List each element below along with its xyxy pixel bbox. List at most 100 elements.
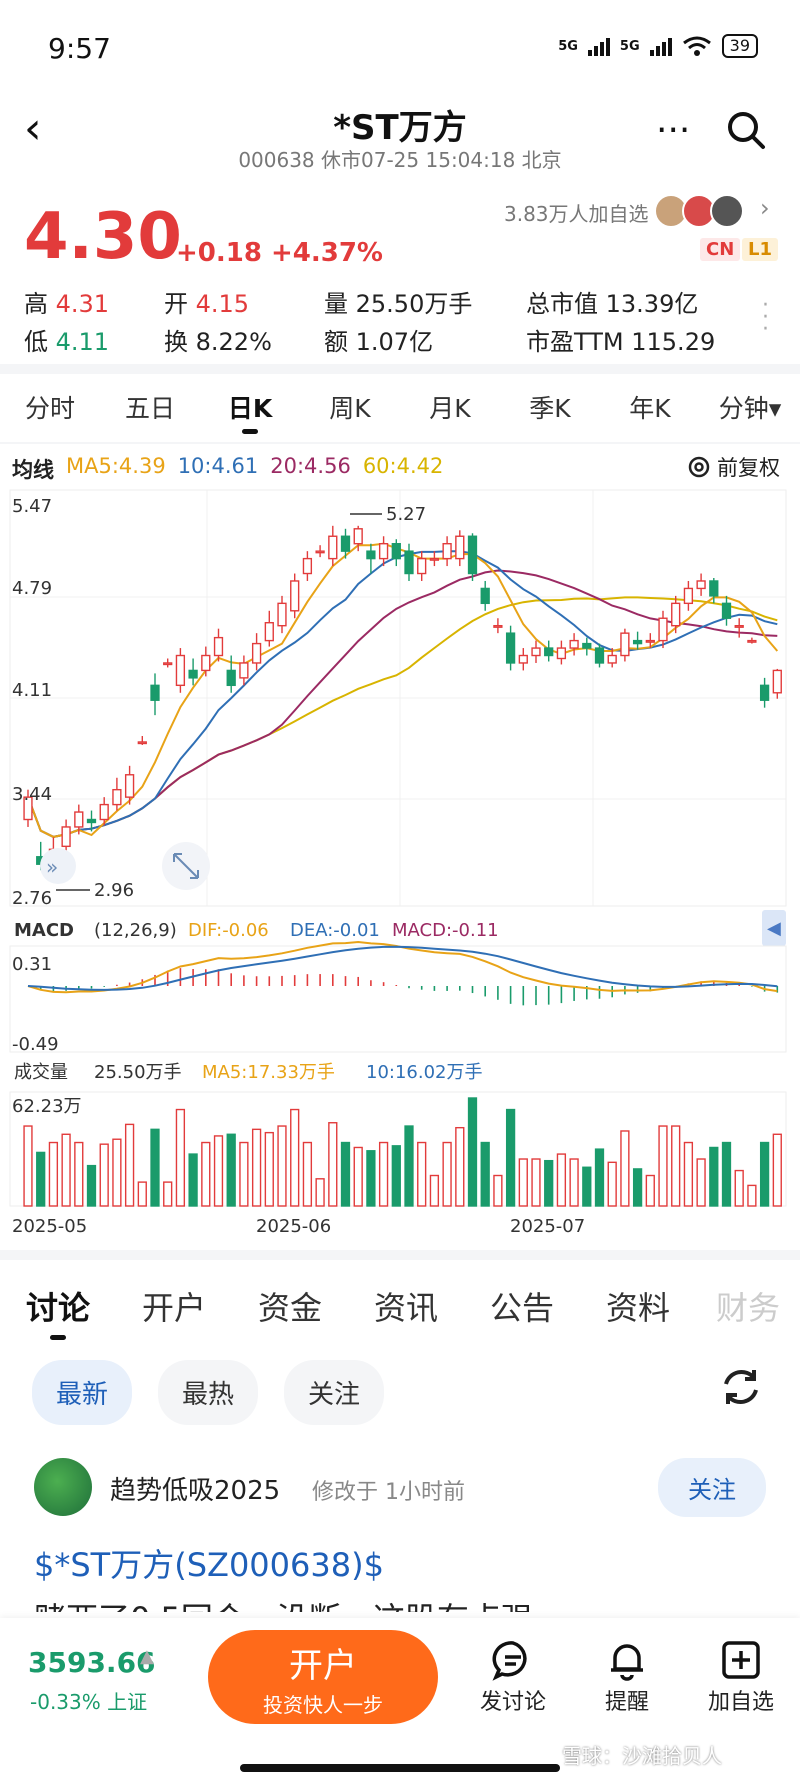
filter-following[interactable]: 关注 (284, 1360, 385, 1425)
tab-discussion[interactable]: 讨论 (0, 1268, 116, 1348)
candle-body (302, 557, 313, 575)
volume-chart (9, 1091, 787, 1207)
tab-open-account[interactable]: 开户 (141, 1289, 206, 1327)
post-stock-link[interactable]: $*ST万方(SZ000638)$ (34, 1546, 384, 1584)
volume-bar (455, 1126, 465, 1207)
candle-body (645, 639, 655, 643)
alert-button[interactable]: 提醒 (582, 1636, 672, 1716)
stat-high: 高 4.31 (24, 290, 110, 318)
follow-button[interactable]: 关注 (658, 1458, 766, 1517)
candle-body (290, 580, 300, 612)
volume-bar (23, 1125, 33, 1207)
volume-bar (518, 1158, 528, 1207)
content-tabs: 讨论 开户 资金 资讯 公告 资料 财务 (0, 1268, 800, 1348)
candle-body (264, 622, 274, 642)
macd-panel-frame (9, 945, 787, 1053)
filter-latest[interactable]: 最新 (32, 1360, 133, 1425)
volume-bar (607, 1161, 617, 1207)
signal-icon (649, 36, 672, 56)
volume-bar (391, 1145, 401, 1207)
volume-bar (772, 1133, 782, 1207)
bell-icon (611, 1644, 643, 1681)
more-icon[interactable]: ··· (656, 110, 691, 151)
post-preview[interactable]: 赌两了0.5回合，没断，这股有点强 (34, 1594, 734, 1612)
filter-hot[interactable]: 最热 (158, 1360, 259, 1425)
volume-bar (290, 1108, 300, 1207)
ma20-line (27, 569, 778, 838)
followers-count[interactable]: 3.83万人加自选 (504, 202, 649, 226)
volume-bar (759, 1141, 770, 1207)
search-icon[interactable] (726, 110, 766, 150)
tab-monthly-k[interactable]: 月K (429, 394, 471, 423)
price-tick: 5.47 (12, 496, 52, 517)
volume-bar (251, 1128, 262, 1207)
tab-quarterly-k[interactable]: 季K (529, 394, 571, 423)
volume-bar (671, 1125, 681, 1207)
adjust-selector[interactable]: 前复权 (687, 452, 780, 482)
network-label-2: 5G (619, 38, 640, 54)
tab-daily-k[interactable]: 日K (200, 376, 300, 442)
candle-body (86, 818, 97, 824)
open-account-button[interactable]: 开户 投资快人一步 (208, 1630, 438, 1724)
tab-yearly-k[interactable]: 年K (629, 394, 671, 423)
avatar[interactable] (34, 1458, 92, 1516)
low-marker: 2.96 (94, 880, 134, 901)
candle-body (239, 662, 249, 679)
volume-bar (531, 1158, 541, 1207)
rewind-icon[interactable]: » (40, 848, 76, 884)
candle-body (378, 543, 389, 560)
index-value[interactable]: 3593.66 (28, 1646, 156, 1679)
more-vertical-icon[interactable]: · · · (762, 293, 769, 342)
volume-value: 25.50万手 (94, 1062, 182, 1083)
volume-bar (544, 1159, 554, 1207)
index-change[interactable]: -0.33% 上证 (30, 1690, 148, 1714)
page-title: *ST万方 (333, 108, 467, 148)
stat-amount: 额 1.07亿 (324, 328, 434, 356)
refresh-icon[interactable] (718, 1364, 764, 1410)
adjust-label: 前复权 (717, 456, 780, 480)
candle-body (23, 796, 33, 821)
expand-icon[interactable] (162, 842, 210, 890)
macd-dea: DEA:-0.01 (290, 920, 380, 941)
stock-chart[interactable]: 5.47 4.79 4.11 3.44 2.76 5.27 2.96 » MAC… (0, 486, 800, 1246)
post-time: 修改于 1小时前 (312, 1480, 465, 1505)
divider (0, 1250, 800, 1260)
stat-market-cap: 总市值 13.39亿 (526, 290, 699, 318)
tab-announcements[interactable]: 公告 (489, 1289, 554, 1327)
volume-bar (493, 1174, 503, 1207)
volume-bar (721, 1141, 732, 1207)
chevron-right-icon[interactable]: › (760, 194, 770, 222)
volume-bar (582, 1166, 592, 1207)
candle-body (734, 624, 744, 628)
back-icon[interactable]: ‹ (24, 103, 42, 154)
tab-weekly-k[interactable]: 周K (329, 394, 371, 423)
candle-body (226, 669, 236, 687)
volume-bar (239, 1141, 249, 1207)
candle-body (544, 647, 554, 657)
stat-volume: 量 25.50万手 (324, 290, 473, 318)
tab-minute[interactable]: 分钟▾ (718, 394, 782, 423)
collapse-panel-button[interactable] (762, 910, 786, 946)
tab-intraday[interactable]: 分时 (24, 394, 75, 423)
volume-bar (620, 1130, 630, 1207)
tab-news[interactable]: 资讯 (373, 1289, 438, 1327)
tab-five-day[interactable]: 五日 (124, 394, 175, 423)
market-tag-cn: CN (700, 238, 741, 261)
post-discussion-button[interactable]: 发讨论 (468, 1636, 558, 1716)
tab-finance[interactable]: 财务 (715, 1289, 780, 1327)
add-watchlist-button[interactable]: 加自选 (696, 1636, 786, 1716)
chat-icon (492, 1641, 527, 1681)
candle-body (213, 636, 224, 657)
ma-lines (27, 542, 779, 838)
x-tick: 2025-05 (12, 1216, 87, 1237)
tab-funds[interactable]: 资金 (257, 1289, 322, 1327)
post-author[interactable]: 趋势低吸2025 (110, 1476, 281, 1506)
battery-icon: 39 (721, 34, 758, 58)
volume-bar (378, 1141, 389, 1207)
price-tick: 2.76 (12, 888, 52, 909)
follower-avatars[interactable] (654, 194, 744, 228)
tab-profile[interactable]: 资料 (605, 1289, 670, 1327)
ma20-value: 20:4.56 (270, 454, 351, 478)
candle-body (658, 617, 668, 642)
period-tabs: 分时 五日 日K 周K 月K 季K 年K 分钟▾ (0, 376, 800, 442)
